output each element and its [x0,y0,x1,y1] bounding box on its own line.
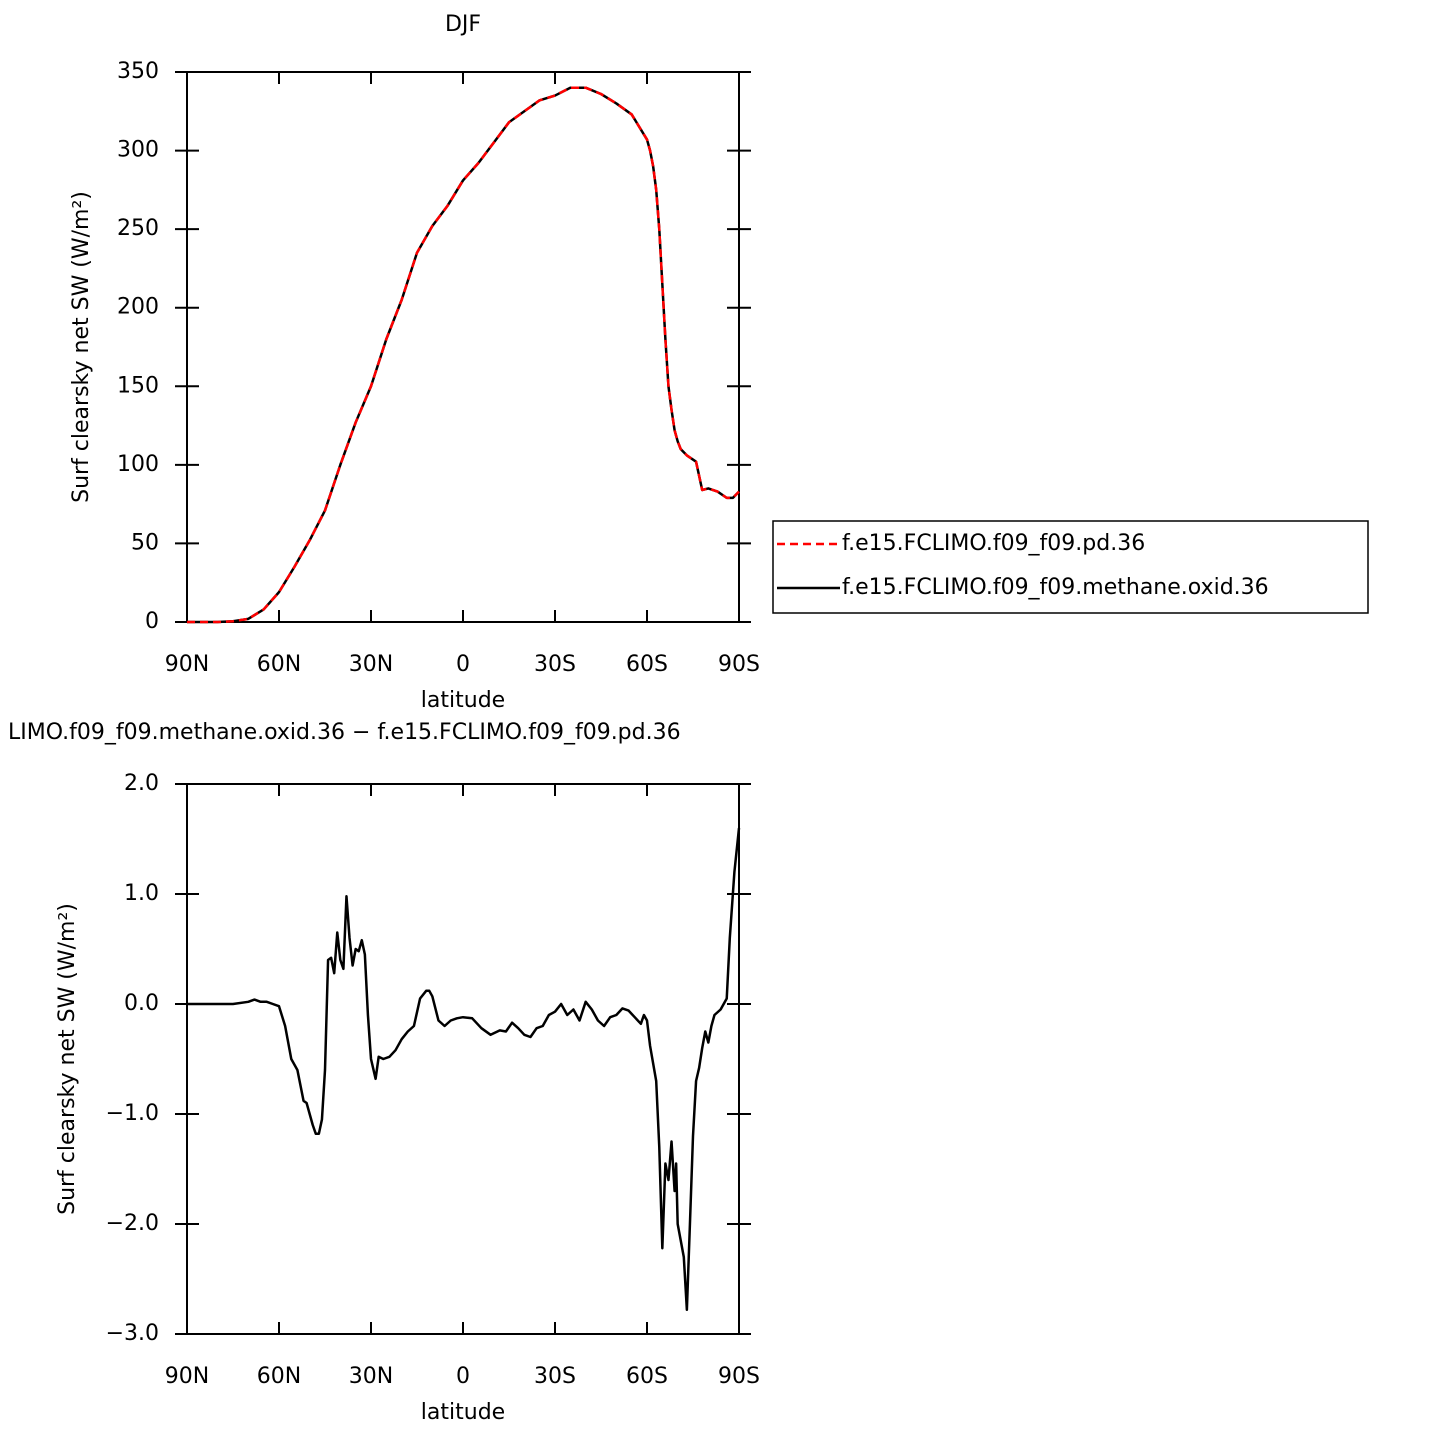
x-tick-label: 30S [534,652,576,677]
y-tick-label: −2.0 [106,1211,159,1236]
data-line [187,827,741,1312]
x-tick-label: 30S [534,1364,576,1389]
y-tick-label: 150 [117,373,159,398]
y-tick-label: 200 [117,295,159,320]
legend-box [772,520,1369,614]
y-tick-label: 0 [145,609,159,634]
chart-title: LIMO.f09_f09.methane.oxid.36 − f.e15.FCL… [8,720,681,745]
legend-label: f.e15.FCLIMO.f09_f09.pd.36 [842,531,1145,556]
x-axis-label: latitude [421,1400,505,1425]
y-axis-label: Surf clearsky net SW (W/m²) [55,903,80,1215]
y-tick-label: −1.0 [106,1101,159,1126]
x-tick-label: 90N [165,652,209,677]
y-axis-label: Surf clearsky net SW (W/m²) [69,191,94,503]
x-tick-label: 30N [349,1364,393,1389]
data-line [187,86,740,624]
y-tick-label: 50 [131,530,159,555]
y-tick-label: 300 [117,138,159,163]
data-line [187,86,740,624]
x-tick-label: 0 [456,1364,470,1389]
x-tick-label: 90S [718,1364,760,1389]
x-tick-label: 60N [257,1364,301,1389]
y-tick-label: 1.0 [124,881,159,906]
x-tick-label: 60N [257,652,301,677]
plot-frame [186,783,740,1335]
x-tick-label: 60S [626,1364,668,1389]
x-tick-label: 0 [456,652,470,677]
x-tick-label: 30N [349,652,393,677]
plot-frame [186,71,740,623]
legend-label: f.e15.FCLIMO.f09_f09.methane.oxid.36 [842,575,1269,600]
y-tick-label: 0.0 [124,991,159,1016]
x-tick-label: 60S [626,652,668,677]
y-tick-label: 100 [117,452,159,477]
y-tick-label: 2.0 [124,771,159,796]
y-tick-label: −3.0 [106,1321,159,1346]
y-tick-label: 350 [117,59,159,84]
chart-title: DJF [445,12,481,37]
y-tick-label: 250 [117,216,159,241]
x-axis-label: latitude [421,688,505,713]
x-tick-label: 90S [718,652,760,677]
x-tick-label: 90N [165,1364,209,1389]
